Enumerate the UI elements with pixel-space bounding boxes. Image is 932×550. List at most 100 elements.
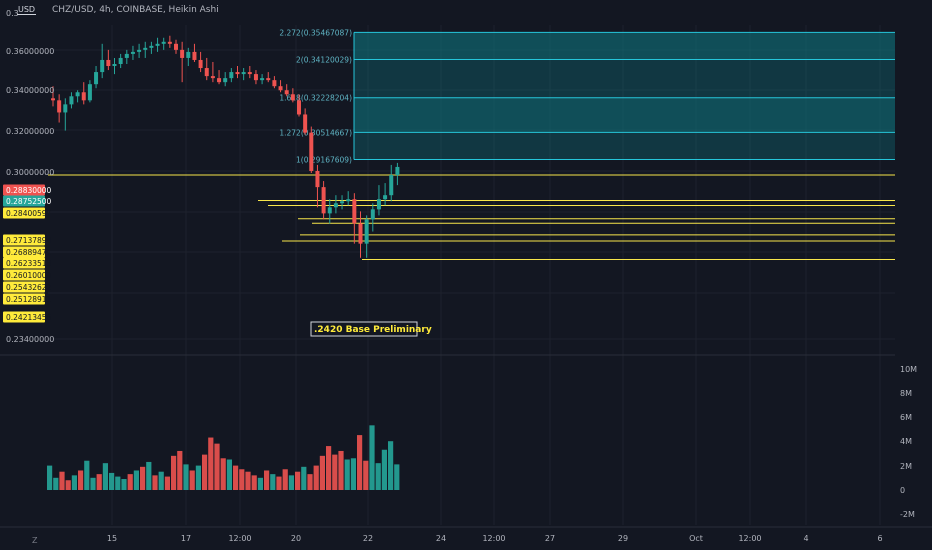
price-tag[interactable] xyxy=(3,293,45,305)
price-axis-label[interactable]: 0.32000000 xyxy=(6,127,54,136)
price-axis[interactable]: 0.36000000 0.34000000 0.32000000 0.30000000… xyxy=(3,9,54,344)
candle-body xyxy=(235,72,240,75)
candle-body xyxy=(352,199,357,224)
candle-body xyxy=(370,209,375,220)
volume-bar xyxy=(226,459,232,490)
volume-bar xyxy=(369,425,375,490)
candle-body xyxy=(284,90,289,95)
price-axis-label[interactable]: 0.34000000 xyxy=(6,86,54,95)
candle-body xyxy=(130,51,135,54)
price-tag[interactable] xyxy=(3,207,45,219)
price-tag[interactable] xyxy=(3,269,45,281)
time-axis-label[interactable]: 24 xyxy=(436,534,446,543)
time-axis-label[interactable]: 29 xyxy=(618,534,628,543)
volume-bar xyxy=(127,474,133,490)
volume-bar xyxy=(326,446,332,490)
time-axis-label[interactable]: 12:00 xyxy=(482,534,505,543)
volume-bar xyxy=(276,476,282,490)
price-tag[interactable] xyxy=(3,257,45,269)
volume-bar xyxy=(375,463,381,490)
price-tag[interactable] xyxy=(3,281,45,293)
corner-button[interactable]: Z xyxy=(32,536,38,545)
volume-bar xyxy=(363,460,369,490)
volume-bar xyxy=(251,475,257,490)
volume-bar xyxy=(257,477,263,490)
time-axis-label[interactable]: 27 xyxy=(545,534,555,543)
currency-label[interactable]: USD xyxy=(17,5,37,15)
candle-body xyxy=(260,78,265,81)
candle-body xyxy=(204,68,209,77)
candle-body xyxy=(100,59,105,73)
price-tag-label: 0.25432622 xyxy=(6,283,52,292)
volume-bar xyxy=(381,449,387,490)
volume-bar xyxy=(102,463,108,490)
time-axis-label[interactable]: 20 xyxy=(291,534,301,543)
volume-bar xyxy=(220,458,226,490)
candle-body xyxy=(124,53,129,58)
price-tag-label: 0.28400597 xyxy=(6,209,52,218)
candles xyxy=(51,35,400,258)
price-tag-label: 0.26889471 xyxy=(6,248,52,257)
price-axis-label[interactable]: 0.36000000 xyxy=(6,47,54,56)
fibonacci-extension[interactable]: 2.272(0.35467087) 2(0.34120029) 1.618(0.32… xyxy=(279,28,895,165)
volume-bar xyxy=(264,470,270,490)
volume-bar xyxy=(177,450,183,490)
price-tag-label: 0.24213456 xyxy=(6,313,52,322)
volume-bar xyxy=(189,470,195,490)
fib-level-label: 1.272(0.30514667) xyxy=(279,128,352,137)
price-axis-label-partial[interactable]: 0.3 xyxy=(6,9,19,18)
candle-body xyxy=(198,59,203,69)
candle-body xyxy=(383,195,388,200)
annotation-label: .2420 Base Preliminary xyxy=(314,325,432,335)
candle-body xyxy=(309,132,314,171)
time-axis-label[interactable]: 12:00 xyxy=(738,534,761,543)
time-axis-label[interactable]: 15 xyxy=(107,534,117,543)
time-axis-label[interactable]: 12:00 xyxy=(228,534,251,543)
price-tag-label: 0.25128911 xyxy=(6,295,52,304)
price-axis-label[interactable]: 0.23400000 xyxy=(6,335,54,344)
candle-body xyxy=(51,98,55,101)
horizontal-lines[interactable] xyxy=(48,174,895,261)
annotation-box[interactable] xyxy=(310,321,418,337)
volume-bar xyxy=(388,441,394,490)
volume-bar xyxy=(121,479,127,490)
candle-body xyxy=(155,43,160,46)
price-tag[interactable] xyxy=(3,195,45,207)
volume-bar xyxy=(239,469,245,490)
annotation[interactable]: .2420 Base Preliminary xyxy=(310,321,432,337)
time-axis[interactable]: 15 17 12:00 20 22 24 12:00 27 29 Oct 12:00 4 6 xyxy=(107,534,883,543)
volume-axis-label: 0 xyxy=(900,486,905,495)
fib-level-label: 2(0.34120029) xyxy=(296,56,352,65)
candle-body xyxy=(321,187,326,214)
volume-bar xyxy=(65,480,71,490)
candle-body xyxy=(364,219,369,244)
time-axis-label[interactable]: 22 xyxy=(363,534,373,543)
volume-bars xyxy=(47,425,400,490)
volume-axis-label: 2M xyxy=(900,462,912,471)
time-axis-label[interactable]: 17 xyxy=(181,534,191,543)
price-tag-label: 0.26010000 xyxy=(6,271,52,280)
volume-bar xyxy=(313,465,319,490)
price-tag[interactable] xyxy=(3,184,45,196)
volume-bar xyxy=(295,471,301,490)
price-tag[interactable] xyxy=(3,246,45,258)
volume-bar xyxy=(245,471,251,490)
price-axis-label[interactable]: 0.30000000 xyxy=(6,168,54,177)
price-tag[interactable] xyxy=(3,311,45,323)
candle-body xyxy=(241,72,246,75)
volume-bar xyxy=(152,475,158,490)
candle-body xyxy=(278,86,283,91)
price-tag[interactable] xyxy=(3,234,45,246)
time-axis-label[interactable]: 4 xyxy=(803,534,808,543)
volume-bar xyxy=(133,470,139,490)
volume-bar xyxy=(214,443,220,490)
candle-body xyxy=(87,84,92,101)
fib-zone xyxy=(354,32,895,60)
candle-body xyxy=(57,100,62,113)
time-axis-label[interactable]: Oct xyxy=(689,534,703,543)
time-axis-label[interactable]: 6 xyxy=(877,534,882,543)
candle-body xyxy=(266,78,271,81)
volume-bar xyxy=(270,474,276,490)
volume-bar xyxy=(140,466,146,490)
